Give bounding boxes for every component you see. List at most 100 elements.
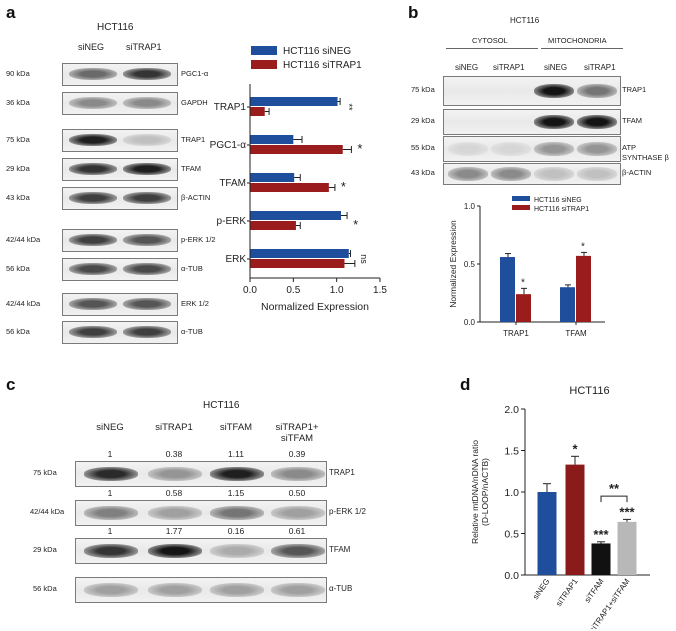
panel-c-blot: [75, 461, 327, 487]
panel-a-protein-label: PGC1-α: [181, 69, 209, 78]
bar: [565, 464, 585, 575]
y-axis-label: Normalized Expression: [448, 220, 458, 308]
category-label: TRAP1: [214, 102, 247, 113]
bar: [250, 135, 294, 144]
fraction-divider: [541, 48, 623, 49]
panel-c-blot: [75, 538, 327, 564]
panel-b-molecular-weight: 75 kDa: [411, 85, 435, 94]
fraction-label: CYTOSOL: [472, 36, 508, 45]
fraction-divider: [446, 48, 538, 49]
panel-c-lane-label: siTFAM: [219, 422, 253, 433]
panel-a-protein-label: TRAP1: [181, 135, 206, 144]
category-label: p-ERK: [217, 216, 247, 227]
bar: [576, 255, 591, 322]
significance-mark: *: [341, 179, 346, 194]
y-tick-label: 0.5: [504, 529, 519, 541]
x-tick-label: 0.0: [243, 285, 257, 296]
panel-c-quantification: 0.38: [165, 449, 183, 459]
panel-b-blot: [443, 109, 621, 135]
panel-a-molecular-weight: 56 kDa: [6, 327, 30, 336]
bar: [516, 294, 531, 322]
bar: [250, 107, 265, 116]
fraction-label: MITOCHONDRIA: [548, 36, 607, 45]
panel-a-blot: [62, 187, 178, 210]
panel-a-band: [123, 326, 171, 338]
panel-b-molecular-weight: 55 kDa: [411, 143, 435, 152]
panel-c-band: [148, 544, 202, 558]
x-tick-label: siTRAP1: [554, 577, 580, 608]
significance-mark: ***: [593, 527, 609, 542]
panel-a-band: [123, 68, 171, 80]
panel-b-band: [448, 167, 488, 181]
bar: [250, 221, 296, 230]
panel-a-band: [123, 192, 171, 204]
bar: [250, 211, 341, 220]
panel-b-band: [491, 142, 531, 156]
panel-b-band: [534, 115, 574, 129]
y-axis-label: (D-LOOP/nACTB): [480, 458, 490, 526]
significance-bracket: [600, 495, 628, 503]
panel-b-band: [448, 142, 488, 156]
panel-a-blot: [62, 229, 178, 252]
panel-c-quantification: 0.39: [288, 449, 306, 459]
bar: [500, 257, 515, 322]
panel-a-protein-label: α-TUB: [181, 264, 203, 273]
bar: [591, 543, 611, 575]
panel-a-band: [69, 97, 117, 109]
panel-b-bar-chart: HCT116 siNEG HCT116 siTRAP1 0.0 0.5 1.0 Norma…: [448, 196, 605, 338]
panel-b-band: [491, 167, 531, 181]
legend-swatch: [512, 205, 530, 210]
panel-a-band: [69, 298, 117, 310]
x-tick-label: siNEG: [531, 577, 552, 601]
panel-c-band: [84, 583, 138, 597]
panel-a-protein-label: TFAM: [181, 164, 201, 173]
x-tick-label: TRAP1: [503, 329, 529, 338]
panel-b-band: [534, 142, 574, 156]
panel-c-band: [210, 544, 264, 558]
y-tick-label: 0.0: [504, 570, 519, 582]
panel-d-bar-chart: HCT116 0.0 0.5 1.0 1.5 2.0 Relative mtDNA/nDNA…: [470, 385, 650, 629]
y-tick-label: 0.0: [464, 318, 476, 327]
panel-c-molecular-weight: 42/44 kDa: [30, 507, 65, 516]
panel-a-protein-label: β-ACTIN: [181, 193, 211, 202]
significance-mark: *: [581, 241, 585, 252]
panel-b-band: [577, 115, 617, 129]
bar: [250, 183, 329, 192]
panel-c-band: [210, 467, 264, 481]
panel-a-molecular-weight: 43 kDa: [6, 193, 30, 202]
panel-b-band: [534, 84, 574, 98]
panel-b-protein-label: TRAP1: [622, 85, 647, 94]
panel-c-quantification: 0.16: [227, 526, 245, 536]
panel-c-lane-label: siTRAP1+: [275, 422, 319, 433]
panel-a-band: [69, 163, 117, 175]
panel-a-protein-label: α-TUB: [181, 327, 203, 336]
panel-b-blot: [443, 163, 621, 185]
y-axis-label: Relative mtDNA/nDNA ratio: [470, 440, 480, 544]
panel-a-band: [123, 234, 171, 246]
bar: [250, 145, 343, 154]
panel-a-molecular-weight: 36 kDa: [6, 98, 30, 107]
panel-c-quantification: 1.77: [165, 526, 183, 536]
panel-a-band: [123, 97, 171, 109]
panel-a-band: [123, 163, 171, 175]
panel-b-letter: b: [408, 3, 419, 22]
panel-a-molecular-weight: 29 kDa: [6, 164, 30, 173]
panel-c-band: [84, 467, 138, 481]
legend-label: HCT116 siTRAP1: [283, 60, 362, 71]
panel-a-blot: [62, 321, 178, 344]
significance-mark: **: [344, 103, 354, 111]
panel-a-blot: [62, 158, 178, 181]
panel-b-band: [534, 167, 574, 181]
panel-c-band: [271, 467, 325, 481]
panel-c-protein-label: α-TUB: [329, 584, 353, 593]
panel-b-cell-line: HCT116: [510, 16, 540, 25]
bar: [537, 492, 557, 575]
panel-b-band: [577, 84, 617, 98]
panel-a-protein-label: p-ERK 1/2: [181, 235, 216, 244]
panel-c-letter: c: [6, 375, 16, 394]
category-label: ERK: [225, 254, 246, 265]
x-tick-label: 1.0: [330, 285, 344, 296]
panel-c-quantification: 1: [107, 449, 113, 459]
legend-swatch: [251, 46, 277, 55]
